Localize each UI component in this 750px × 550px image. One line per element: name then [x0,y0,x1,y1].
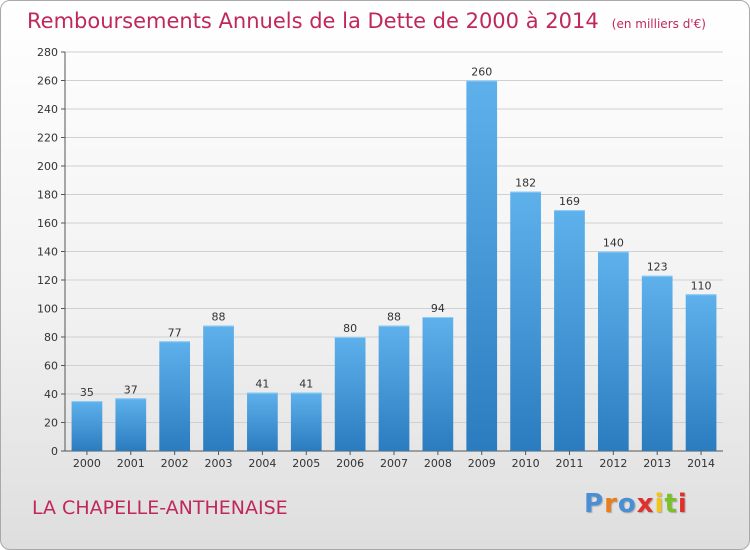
bar-2013 [641,275,673,451]
data-label-2014: 110 [691,279,712,292]
chart-title: Remboursements Annuels de la Dette de 20… [27,9,706,33]
bar-2009 [466,80,498,451]
logo-letter: i [654,489,665,519]
data-label-2001: 37 [124,383,138,396]
x-tick-label-2007: 2007 [380,457,408,470]
x-tick-label-2011: 2011 [555,457,583,470]
data-label-2007: 88 [387,311,401,324]
x-tick-label-2012: 2012 [599,457,627,470]
logo-letter: x [636,489,655,519]
x-tick-label-2009: 2009 [468,457,496,470]
y-tick-label: 260 [37,75,58,88]
chart-unit-note: (en milliers d'€) [611,17,706,31]
logo-letter: t [664,489,678,519]
data-label-2006: 80 [343,322,357,335]
x-tick-label-2008: 2008 [424,457,452,470]
x-tick-label-2004: 2004 [248,457,276,470]
commune-name: LA CHAPELLE-ANTHENAISE [32,497,288,519]
y-tick-label: 180 [37,189,58,202]
y-tick-label: 140 [37,246,58,259]
bar-2008 [422,317,454,451]
y-tick-label: 60 [44,360,58,373]
bar-2006 [334,337,366,451]
data-label-2009: 260 [471,66,492,79]
bar-2007 [378,325,410,451]
bar-2014 [685,294,717,451]
y-tick-label: 80 [44,331,58,344]
y-tick-label: 100 [37,303,58,316]
x-tick-label-2000: 2000 [73,457,101,470]
x-tick-label-2010: 2010 [512,457,540,470]
data-label-2002: 77 [168,326,182,339]
bar-2002 [159,341,191,451]
y-tick-label: 120 [37,274,58,287]
logo-letter: o [617,489,637,519]
chart-title-text: Remboursements Annuels de la Dette de 20… [27,9,599,33]
bars [71,80,717,451]
y-tick-label: 200 [37,160,58,173]
labels: 0 20 40 60 80 100 120 140 160 180 200 220 240 260 280 3… [37,46,715,470]
x-tick-label-2014: 2014 [687,457,715,470]
x-tick-label-2003: 2003 [205,457,233,470]
x-tick-label-2001: 2001 [117,457,145,470]
x-tick-label-2002: 2002 [161,457,189,470]
bar-2005 [290,392,322,451]
y-tick-label: 40 [44,388,58,401]
logo-letter: i [677,489,688,519]
bar-2004 [247,392,278,451]
bar-2011 [554,210,585,451]
data-label-2012: 140 [603,237,624,250]
bar-2000 [71,401,103,451]
x-tick-label-2005: 2005 [292,457,320,470]
bar-2001 [115,398,147,451]
y-tick-label: 220 [37,132,58,145]
bar-2012 [597,251,629,451]
data-label-2004: 41 [255,378,269,391]
x-tick-label-2013: 2013 [643,457,671,470]
data-label-2011: 169 [559,195,580,208]
data-label-2005: 41 [299,378,313,391]
data-label-2010: 182 [515,177,536,190]
data-label-2003: 88 [212,311,226,324]
y-tick-label: 160 [37,217,58,230]
y-tick-label: 240 [37,103,58,116]
y-tick-label: 20 [44,417,58,430]
logo-letter: r [604,489,618,519]
logo-letter: P [584,489,605,519]
data-label-2013: 123 [647,261,668,274]
data-label-2008: 94 [431,302,445,315]
y-tick-label: 280 [37,46,58,59]
bar-2003 [203,325,234,451]
x-tick-label-2006: 2006 [336,457,364,470]
data-label-2000: 35 [80,386,94,399]
proxiti-logo[interactable]: Proxiti [584,489,688,519]
y-tick-label: 0 [51,445,58,458]
bar-2010 [510,191,541,451]
